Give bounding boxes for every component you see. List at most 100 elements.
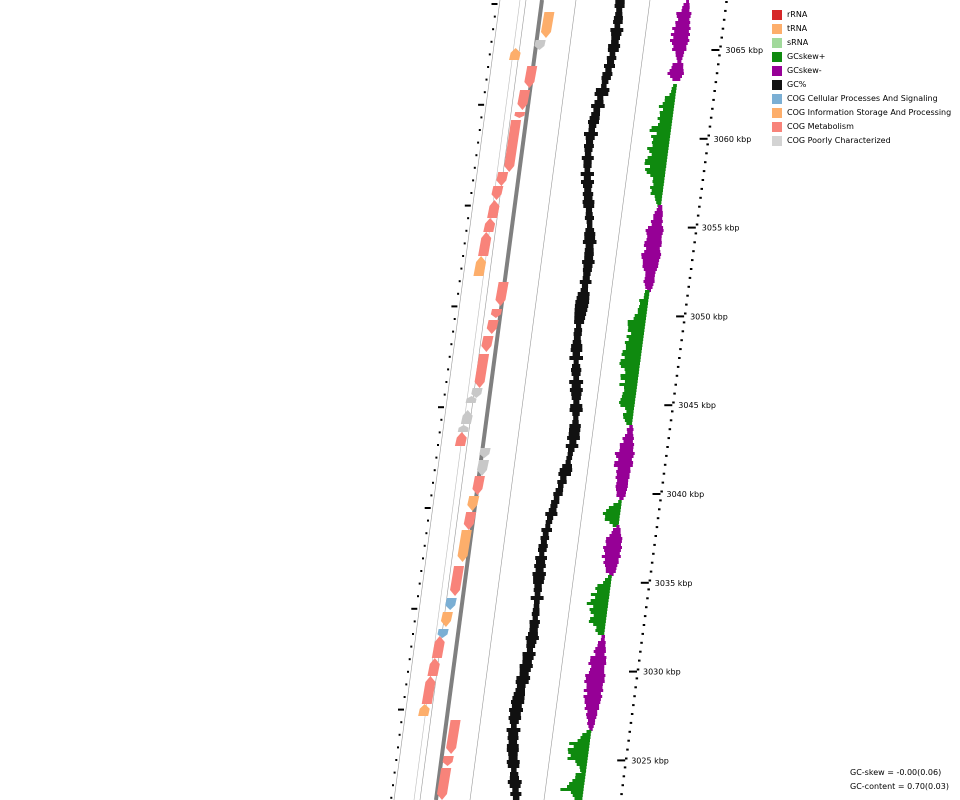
gc-bar [506,760,520,764]
gc-bar [522,656,534,660]
gc-bar [538,548,547,552]
gc-skew-positive-bar [593,605,608,608]
gc-bar [508,752,518,756]
gc-bar [582,268,592,272]
gc-bar [611,36,620,40]
gc-bar [547,516,554,520]
gc-skew-positive-bar [620,404,635,407]
gc-bar [569,428,581,432]
gc-skew-negative-bar [681,9,690,12]
gc-bar [512,696,525,700]
gc-skew-negative-bar [619,449,634,452]
gc-skew-negative-bar [605,564,618,567]
legend-label-srna: sRNA [787,38,809,47]
legend-swatch-gcskew-plus [772,52,782,62]
legend-item-gcskew-minus: GCskew- [772,64,951,78]
gc-bar [567,436,580,440]
ruler-tick-label: 3050 kbp [690,312,728,321]
gc-skew-negative-bar [645,286,653,289]
inner-dotted-ring [390,3,498,799]
gc-skew-positive-bar [605,578,612,581]
legend-item-cog-poorly: COG Poorly Characterized [772,134,951,148]
ruler-tick-label: 3055 kbp [702,224,740,233]
gc-bar [573,336,581,340]
gc-skew-negative-bar [617,479,629,482]
gc-bar [569,356,583,360]
gc-skew-negative-bar [590,656,607,659]
gc-skew-negative-bar [629,425,633,428]
gc-bar [510,772,519,776]
gc-bar [614,24,621,28]
gc-skew-negative-bar [644,277,655,280]
gc-skew-positive-bar [647,156,668,159]
gc-bar [607,60,615,64]
gc-skew-negative-bar [644,283,654,286]
gc-bar [508,716,522,720]
gc-skew-negative-bar [589,728,593,731]
gc-bar [571,368,582,372]
gc-skew-negative-bar [595,647,606,650]
legend-swatch-cog-poorly [772,136,782,146]
legend-swatch-gc-percent [772,80,782,90]
gc-bar [580,172,594,176]
gc-bar [540,536,550,540]
gc-skew-positive-bar [673,84,677,87]
gc-skew-positive-bar [626,410,634,413]
gc-bar [532,616,538,620]
gc-skew-negative-bar [604,558,619,561]
gene-feature [496,172,509,186]
gc-skew-negative-bar [644,241,662,244]
gc-skew-positive-bar [659,111,674,114]
gc-skew-negative-bar [587,692,601,695]
gene-feature [509,48,521,60]
legend-item-cog-information: COG Information Storage And Processing [772,106,951,120]
gc-skew-negative-bar [646,247,660,250]
gc-bar [574,320,585,324]
gc-bar [529,624,539,628]
gc-skew-positive-bar [625,407,634,410]
gc-skew-positive-bar [663,108,674,111]
gc-bar [534,592,541,596]
gc-skew-positive-bar [613,503,622,506]
gc-bar [560,476,567,480]
gc-skew-positive-bar [628,338,644,341]
gc-bar [579,280,592,284]
gc-skew-negative-bar [588,671,605,674]
gc-skew-negative-bar [646,238,662,241]
legend-item-srna: sRNA [772,36,951,50]
gc-skew-positive-bar [643,296,649,299]
gc-skew-negative-bar [588,725,594,728]
gc-bar [539,552,545,556]
legend-label-gcskew-plus: GCskew+ [787,52,826,61]
gc-skew-positive-bar [657,117,673,120]
legend-item-rrna: rRNA [772,8,951,22]
gc-bar [571,396,581,400]
gc-bar [584,144,594,148]
gc-bar [569,380,584,384]
gc-skew-positive-bar [580,736,591,739]
gc-bar [608,44,621,48]
gc-bar [571,372,581,376]
gene-feature [474,354,490,388]
gc-skew-positive-bar [575,773,586,776]
gc-skew-negative-bar [619,497,624,500]
gc-bar [565,444,579,448]
gc-bar [597,96,604,100]
gc-skew-negative-bar [622,437,634,440]
gc-skew-positive-bar [589,608,608,611]
gc-skew-positive-bar [623,413,634,416]
gc-skew-positive-bar [588,620,606,623]
gc-skew-negative-bar [647,235,662,238]
gc-bar [582,192,594,196]
gc-bar [542,532,549,536]
gc-bar [532,608,540,612]
gc-skew-negative-bar [623,440,633,443]
gc-bar [559,468,573,472]
gc-skew-negative-bar [674,30,689,33]
gc-skew-negative-bar [672,48,687,51]
gc-skew-negative-bar [588,662,607,665]
gc-skew-negative-bar [604,549,621,552]
gc-skew-positive-bar [656,201,662,204]
gc-bar [581,156,594,160]
gc-skew-negative-bar [603,561,619,564]
